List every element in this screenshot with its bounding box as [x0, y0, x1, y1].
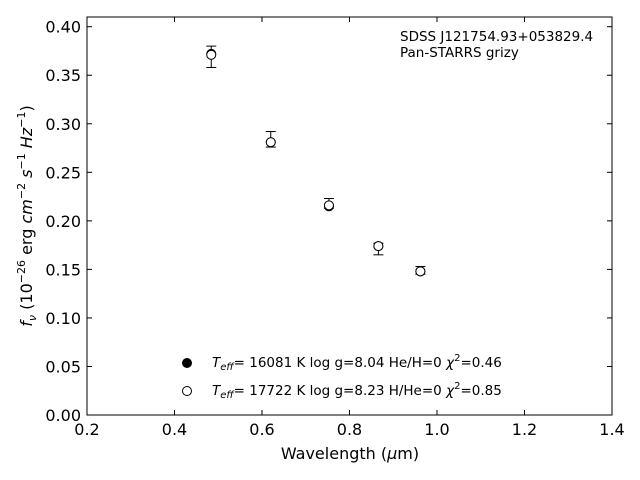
point-model-open: [206, 49, 217, 60]
x-tick-label: 1.2: [512, 420, 537, 439]
annotation-line-2: Pan-STARRS grizy: [400, 45, 519, 61]
x-tick-label: 0.6: [249, 420, 274, 439]
y-tick-label: 0.05: [45, 357, 81, 376]
error-bars: [206, 45, 426, 275]
point-model-open: [373, 241, 384, 252]
x-tick-label: 1.4: [599, 420, 624, 439]
y-axis-label: fν (10−26 erg cm−2 s−1 Hz−1): [15, 105, 39, 326]
x-tick-label: 0.8: [337, 420, 362, 439]
x-tick-label: 0.2: [74, 420, 99, 439]
axis-ticks: 0.2 0.4 0.6 0.8 1.0 1.2 1.4 0.00 0.05 0.10 0.15 0.2…: [45, 17, 625, 439]
legend-marker-open: [182, 386, 192, 396]
y-tick-label: 0.00: [45, 406, 81, 425]
point-model-open: [265, 137, 276, 148]
annotation-line-1: SDSS J121754.93+053829.4: [400, 29, 593, 45]
legend-entry-2: Teff= 17722 K log g=8.23 H/He=0 χ2=0.85: [212, 381, 502, 401]
data-points: [206, 48, 426, 277]
y-tick-label: 0.30: [45, 115, 81, 134]
x-tick-label: 0.4: [162, 420, 187, 439]
y-tick-label: 0.15: [45, 260, 81, 279]
point-model-open: [323, 200, 334, 211]
x-axis-label: Wavelength (μm): [281, 444, 419, 463]
point-model-open: [415, 266, 426, 277]
y-tick-label: 0.25: [45, 163, 81, 182]
y-tick-label: 0.40: [45, 18, 81, 37]
y-tick-label: 0.35: [45, 66, 81, 85]
y-tick-label: 0.20: [45, 212, 81, 231]
x-tick-label: 1.0: [424, 420, 449, 439]
y-tick-label: 0.10: [45, 309, 81, 328]
legend-marker-filled: [182, 358, 192, 368]
legend-entry-1: Teff= 16081 K log g=8.04 He/H=0 χ2=0.46: [212, 353, 502, 373]
